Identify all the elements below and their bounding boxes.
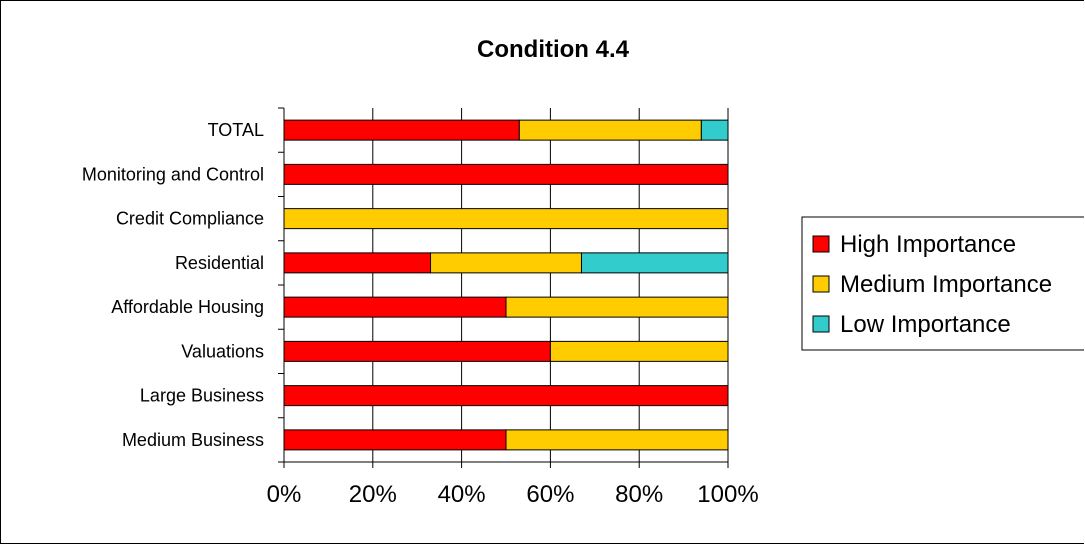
category-label-total: TOTAL (208, 120, 264, 140)
bar-medium-business-high-importance (283, 429, 507, 451)
bar-total-low-importance (700, 119, 729, 141)
category-label-medium-business: Medium Business (122, 430, 264, 450)
category-label-large-business: Large Business (140, 386, 264, 406)
plot-area: 0% 20% 40% 60% 80% 100% TOTAL Monitoring and Co… (82, 107, 759, 508)
legend-label-medium-importance: Medium Importance (840, 271, 1052, 298)
bar-medium-business-medium-importance (505, 429, 729, 451)
bar-affordable-housing-medium-importance (505, 296, 729, 318)
x-tick-label-0: 0% (267, 481, 302, 508)
bar-valuations-medium-importance (549, 340, 729, 362)
bar-residential-medium-importance (430, 252, 582, 274)
x-tick-label-1: 20% (349, 481, 397, 508)
x-tick-label-4: 80% (615, 481, 663, 508)
legend-box (801, 216, 1085, 351)
chart-title: Condition 4.4 (477, 36, 630, 63)
legend-swatch-low-importance (812, 315, 830, 333)
bar-monitoring-and-control-high-importance (283, 163, 729, 185)
bar-total-medium-importance (518, 119, 702, 141)
legend-swatch-medium-importance (812, 275, 830, 293)
bar-valuations-high-importance (283, 340, 551, 362)
x-tick-label-3: 60% (526, 481, 574, 508)
category-label-monitoring-and-control: Monitoring and Control (82, 164, 264, 184)
legend: High Importance Medium Importance Low Impo… (801, 216, 1085, 351)
bar-residential-high-importance (283, 252, 432, 274)
bar-affordable-housing-high-importance (283, 296, 507, 318)
bar-large-business-high-importance (283, 385, 729, 407)
category-label-affordable-housing: Affordable Housing (111, 297, 264, 317)
x-tick-label-5: 100% (697, 481, 758, 508)
legend-label-high-importance: High Importance (840, 231, 1016, 258)
bar-credit-compliance-medium-importance (283, 208, 729, 230)
category-label-valuations: Valuations (181, 341, 264, 361)
legend-label-low-importance: Low Importance (840, 311, 1011, 338)
bar-residential-low-importance (580, 252, 729, 274)
category-label-residential: Residential (175, 253, 264, 273)
x-tick-label-2: 40% (438, 481, 486, 508)
category-label-credit-compliance: Credit Compliance (116, 209, 264, 229)
legend-swatch-high-importance (812, 235, 830, 253)
bar-total-high-importance (283, 119, 520, 141)
